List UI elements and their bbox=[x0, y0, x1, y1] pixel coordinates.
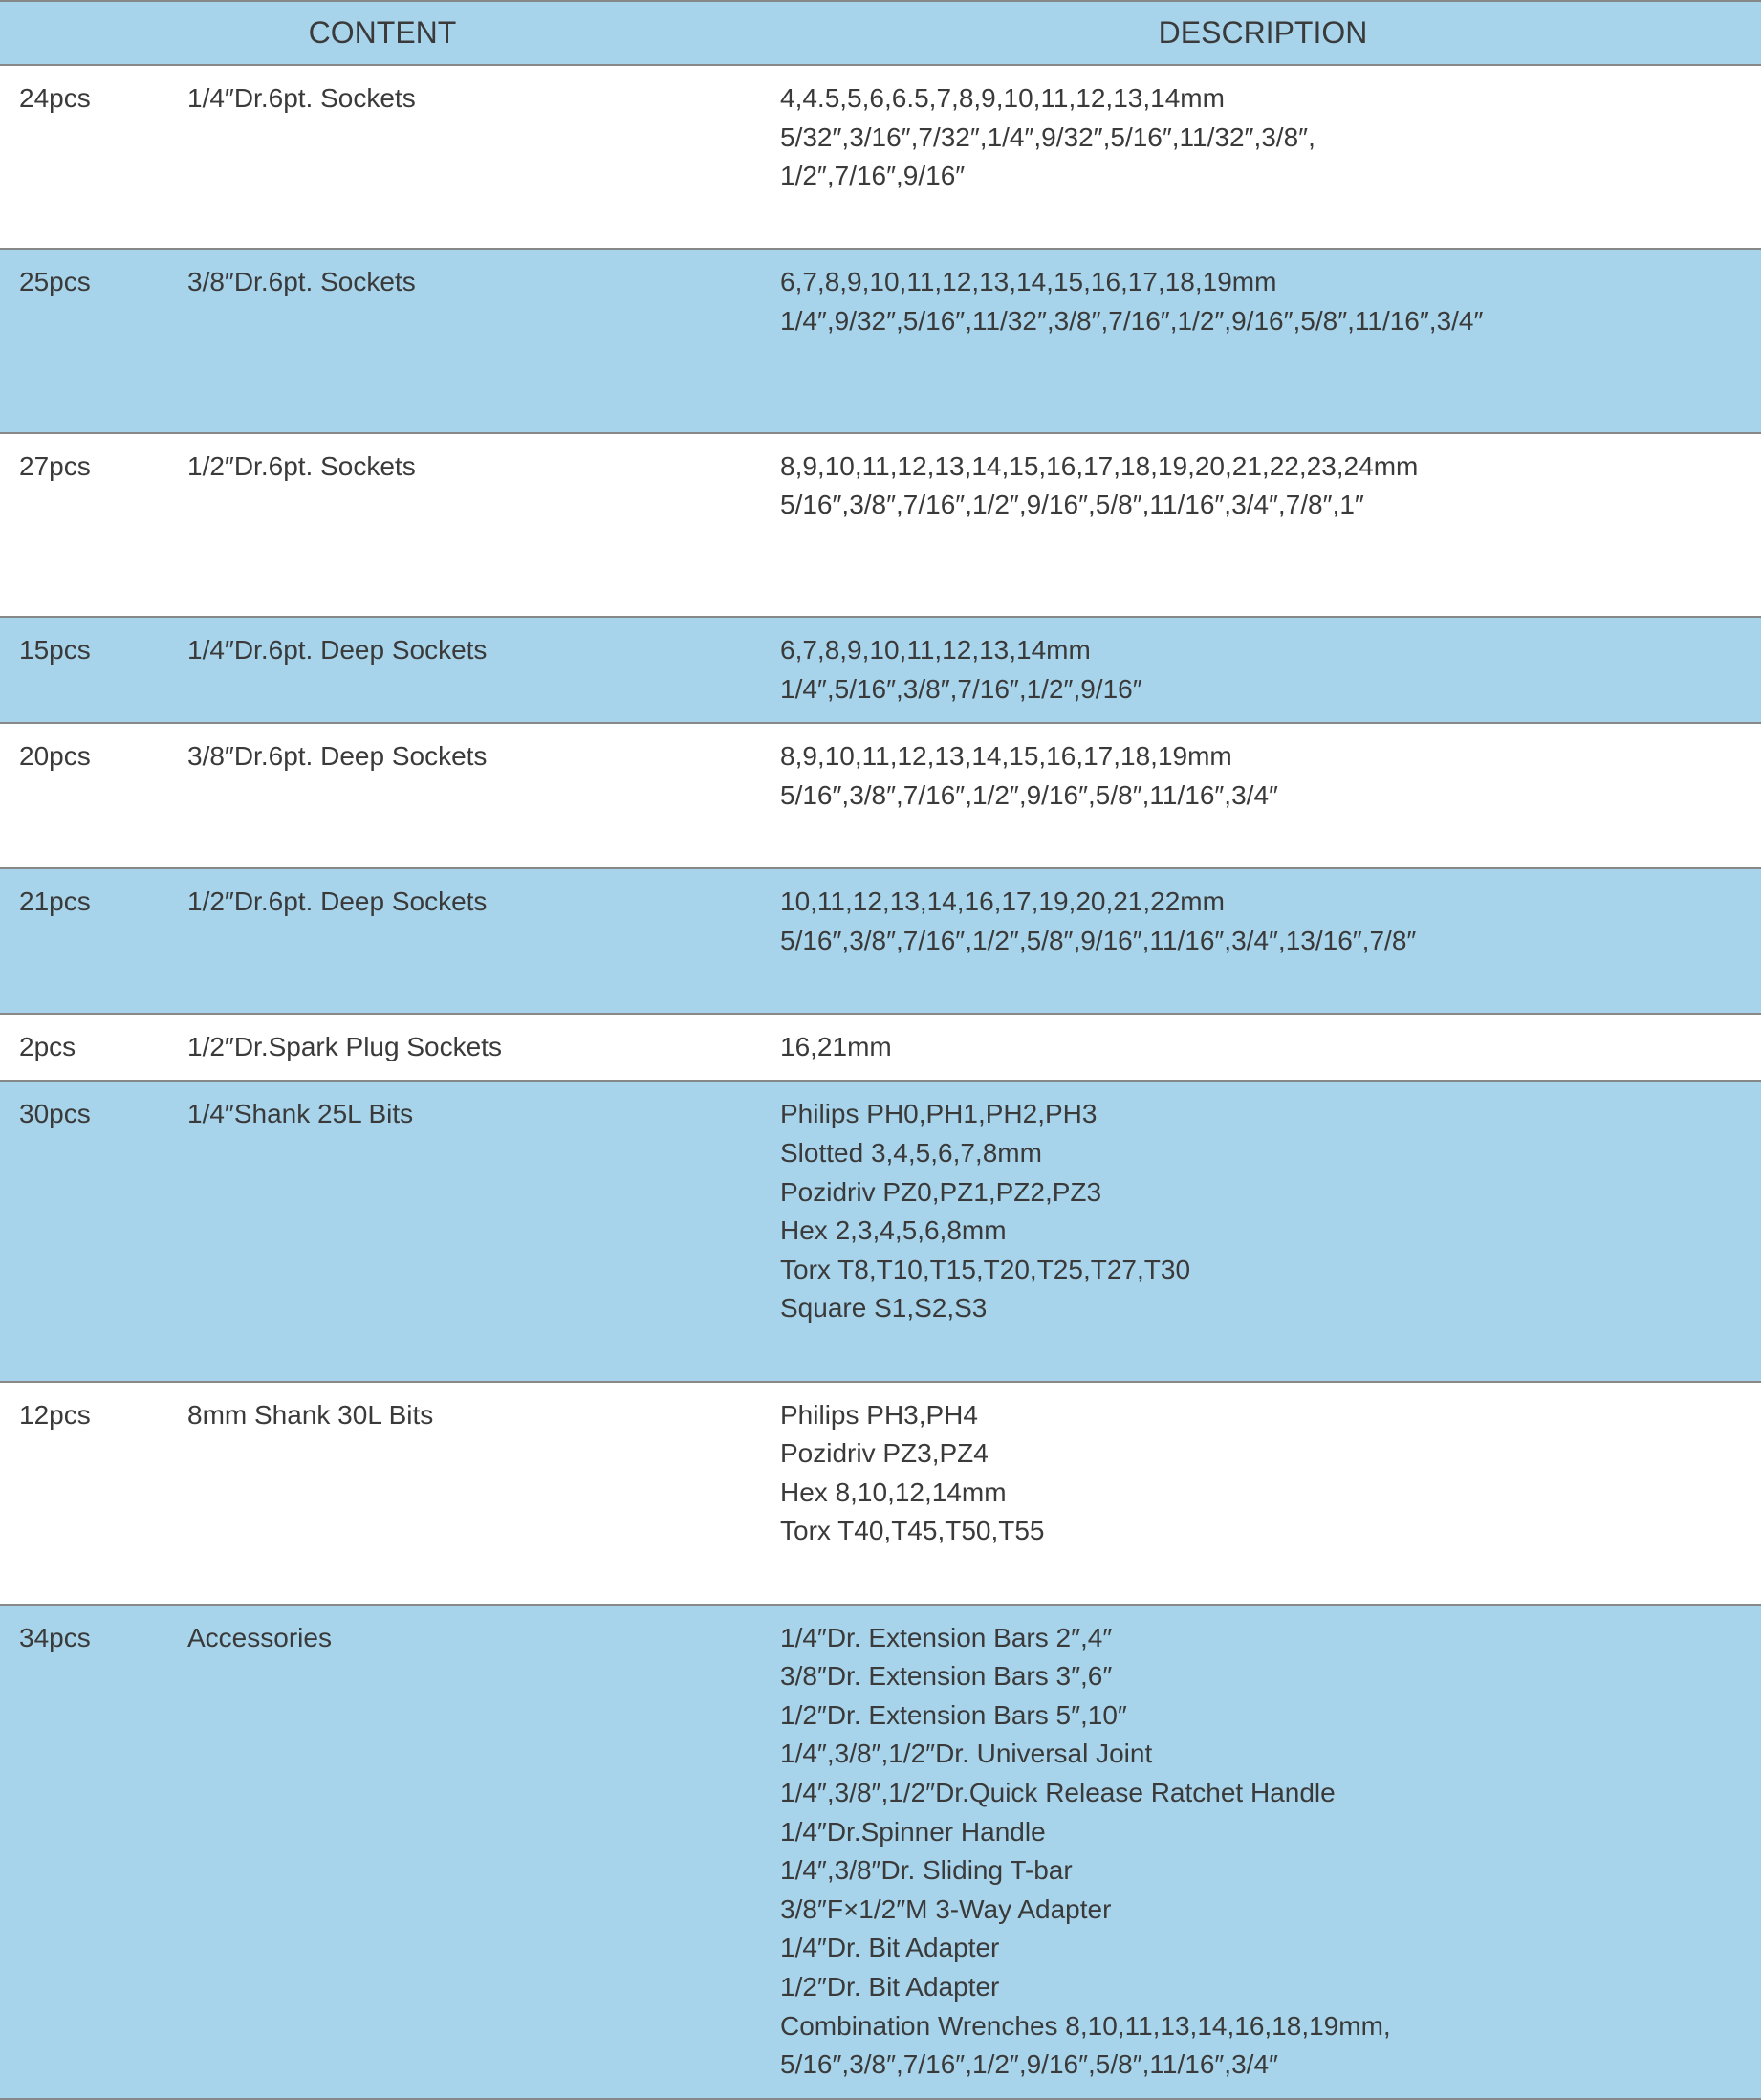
description-line: 4,4.5,5,6,6.5,7,8,9,10,11,12,13,14mm bbox=[780, 79, 1746, 119]
description-line: 5/32″,3/16″,7/32″,1/4″,9/32″,5/16″,11/32… bbox=[780, 119, 1746, 158]
header-content: CONTENT bbox=[0, 1, 765, 65]
table-row: 2pcs1/2″Dr.Spark Plug Sockets 16,21mm bbox=[0, 1014, 1761, 1082]
description-line: 1/2″Dr. Bit Adapter bbox=[780, 1968, 1746, 2007]
description-line: 8,9,10,11,12,13,14,15,16,17,18,19,20,21,… bbox=[780, 448, 1746, 487]
qty-cell: 34pcs bbox=[0, 1605, 172, 2099]
description-line: 3/8″F×1/2″M 3-Way Adapter bbox=[780, 1891, 1746, 1930]
qty-cell: 24pcs bbox=[0, 65, 172, 249]
item-cell: 8mm Shank 30L Bits bbox=[172, 1382, 765, 1605]
description-line bbox=[780, 380, 1746, 419]
item-cell: 1/4″Dr.6pt. Sockets bbox=[172, 65, 765, 249]
description-line bbox=[780, 1551, 1746, 1590]
description-cell: 8,9,10,11,12,13,14,15,16,17,18,19mm5/16″… bbox=[765, 723, 1761, 868]
description-line: Slotted 3,4,5,6,7,8mm bbox=[780, 1134, 1746, 1173]
description-line: 1/4″,3/8″,1/2″Dr.Quick Release Ratchet H… bbox=[780, 1774, 1746, 1813]
description-cell: Philips PH3,PH4Pozidriv PZ3,PZ4Hex 8,10,… bbox=[765, 1382, 1761, 1605]
description-line bbox=[780, 196, 1746, 235]
description-cell: 4,4.5,5,6,6.5,7,8,9,10,11,12,13,14mm5/32… bbox=[765, 65, 1761, 249]
description-line bbox=[780, 564, 1746, 603]
qty-cell: 27pcs bbox=[0, 433, 172, 617]
description-line: 5/16″,3/8″,7/16″,1/2″,9/16″,5/8″,11/16″,… bbox=[780, 777, 1746, 816]
description-line: Hex 8,10,12,14mm bbox=[780, 1474, 1746, 1513]
qty-cell: 30pcs bbox=[0, 1081, 172, 1381]
qty-cell: 25pcs bbox=[0, 249, 172, 432]
qty-cell: 21pcs bbox=[0, 868, 172, 1014]
description-line: Philips PH0,PH1,PH2,PH3 bbox=[780, 1095, 1746, 1134]
table-row: 30pcs1/4″Shank 25L BitsPhilips PH0,PH1,P… bbox=[0, 1081, 1761, 1381]
header-description: DESCRIPTION bbox=[765, 1, 1761, 65]
description-line: 6,7,8,9,10,11,12,13,14mm bbox=[780, 631, 1746, 670]
table-header-row: CONTENT DESCRIPTION bbox=[0, 1, 1761, 65]
item-cell: 1/2″Dr.6pt. Sockets bbox=[172, 433, 765, 617]
description-line: 1/4″Dr. Bit Adapter bbox=[780, 1929, 1746, 1968]
description-cell: 6,7,8,9,10,11,12,13,14,15,16,17,18,19mm1… bbox=[765, 249, 1761, 432]
description-cell: 16,21mm bbox=[765, 1014, 1761, 1082]
qty-cell: 2pcs bbox=[0, 1014, 172, 1082]
description-cell: Philips PH0,PH1,PH2,PH3Slotted 3,4,5,6,7… bbox=[765, 1081, 1761, 1381]
description-line: 5/16″,3/8″,7/16″,1/2″,9/16″,5/8″,11/16″,… bbox=[780, 2045, 1746, 2085]
description-line: 1/4″,5/16″,3/8″,7/16″,1/2″,9/16″ bbox=[780, 670, 1746, 710]
item-cell: 3/8″Dr.6pt. Deep Sockets bbox=[172, 723, 765, 868]
description-line: 10,11,12,13,14,16,17,19,20,21,22mm bbox=[780, 883, 1746, 922]
description-line: 1/4″,9/32″,5/16″,11/32″,3/8″,7/16″,1/2″,… bbox=[780, 302, 1746, 341]
description-line: Pozidriv PZ3,PZ4 bbox=[780, 1434, 1746, 1474]
description-line bbox=[780, 1328, 1746, 1367]
item-cell: 1/4″Shank 25L Bits bbox=[172, 1081, 765, 1381]
item-cell: Accessories bbox=[172, 1605, 765, 2099]
table-row: 24pcs1/4″Dr.6pt. Sockets4,4.5,5,6,6.5,7,… bbox=[0, 65, 1761, 249]
description-cell: 8,9,10,11,12,13,14,15,16,17,18,19,20,21,… bbox=[765, 433, 1761, 617]
description-line: Hex 2,3,4,5,6,8mm bbox=[780, 1212, 1746, 1251]
description-line: Combination Wrenches 8,10,11,13,14,16,18… bbox=[780, 2007, 1746, 2046]
description-line bbox=[780, 816, 1746, 855]
table-row: 25pcs3/8″Dr.6pt. Sockets6,7,8,9,10,11,12… bbox=[0, 249, 1761, 432]
spec-table: CONTENT DESCRIPTION 24pcs1/4″Dr.6pt. Soc… bbox=[0, 0, 1761, 2100]
description-line: 1/4″,3/8″Dr. Sliding T-bar bbox=[780, 1851, 1746, 1891]
description-line: 5/16″,3/8″,7/16″,1/2″,5/8″,9/16″,11/16″,… bbox=[780, 922, 1746, 961]
table-row: 21pcs1/2″Dr.6pt. Deep Sockets10,11,12,13… bbox=[0, 868, 1761, 1014]
description-cell: 1/4″Dr. Extension Bars 2″,4″3/8″Dr. Exte… bbox=[765, 1605, 1761, 2099]
description-line: 1/2″Dr. Extension Bars 5″,10″ bbox=[780, 1696, 1746, 1736]
description-line: 6,7,8,9,10,11,12,13,14,15,16,17,18,19mm bbox=[780, 263, 1746, 302]
table-row: 34pcsAccessories1/4″Dr. Extension Bars 2… bbox=[0, 1605, 1761, 2099]
table-row: 27pcs1/2″Dr.6pt. Sockets 8,9,10,11,12,13,… bbox=[0, 433, 1761, 617]
description-line: 1/4″Dr. Extension Bars 2″,4″ bbox=[780, 1619, 1746, 1658]
description-line: 8,9,10,11,12,13,14,15,16,17,18,19mm bbox=[780, 737, 1746, 777]
table-row: 12pcs8mm Shank 30L BitsPhilips PH3,PH4Po… bbox=[0, 1382, 1761, 1605]
item-cell: 1/4″Dr.6pt. Deep Sockets bbox=[172, 617, 765, 723]
description-line: Torx T8,T10,T15,T20,T25,T27,T30 bbox=[780, 1251, 1746, 1290]
table-row: 15pcs1/4″Dr.6pt. Deep Sockets6,7,8,9,10,… bbox=[0, 617, 1761, 723]
description-line: Philips PH3,PH4 bbox=[780, 1396, 1746, 1435]
description-line bbox=[780, 341, 1746, 381]
table-row: 20pcs3/8″Dr.6pt. Deep Sockets8,9,10,11,1… bbox=[0, 723, 1761, 868]
description-line bbox=[780, 525, 1746, 564]
description-line: Torx T40,T45,T50,T55 bbox=[780, 1512, 1746, 1551]
item-cell: 3/8″Dr.6pt. Sockets bbox=[172, 249, 765, 432]
description-cell: 10,11,12,13,14,16,17,19,20,21,22mm5/16″,… bbox=[765, 868, 1761, 1014]
item-cell: 1/2″Dr.6pt. Deep Sockets bbox=[172, 868, 765, 1014]
description-line: 16,21mm bbox=[780, 1028, 1746, 1067]
description-line: 5/16″,3/8″,7/16″,1/2″,9/16″,5/8″,11/16″,… bbox=[780, 486, 1746, 525]
description-line: 1/4″Dr.Spinner Handle bbox=[780, 1813, 1746, 1852]
description-line: 3/8″Dr. Extension Bars 3″,6″ bbox=[780, 1657, 1746, 1696]
description-cell: 6,7,8,9,10,11,12,13,14mm1/4″,5/16″,3/8″,… bbox=[765, 617, 1761, 723]
item-cell: 1/2″Dr.Spark Plug Sockets bbox=[172, 1014, 765, 1082]
qty-cell: 20pcs bbox=[0, 723, 172, 868]
qty-cell: 12pcs bbox=[0, 1382, 172, 1605]
description-line bbox=[780, 960, 1746, 999]
description-line: Pozidriv PZ0,PZ1,PZ2,PZ3 bbox=[780, 1173, 1746, 1213]
qty-cell: 15pcs bbox=[0, 617, 172, 723]
description-line: Square S1,S2,S3 bbox=[780, 1289, 1746, 1328]
description-line: 1/4″,3/8″,1/2″Dr. Universal Joint bbox=[780, 1735, 1746, 1774]
description-line: 1/2″,7/16″,9/16″ bbox=[780, 157, 1746, 196]
